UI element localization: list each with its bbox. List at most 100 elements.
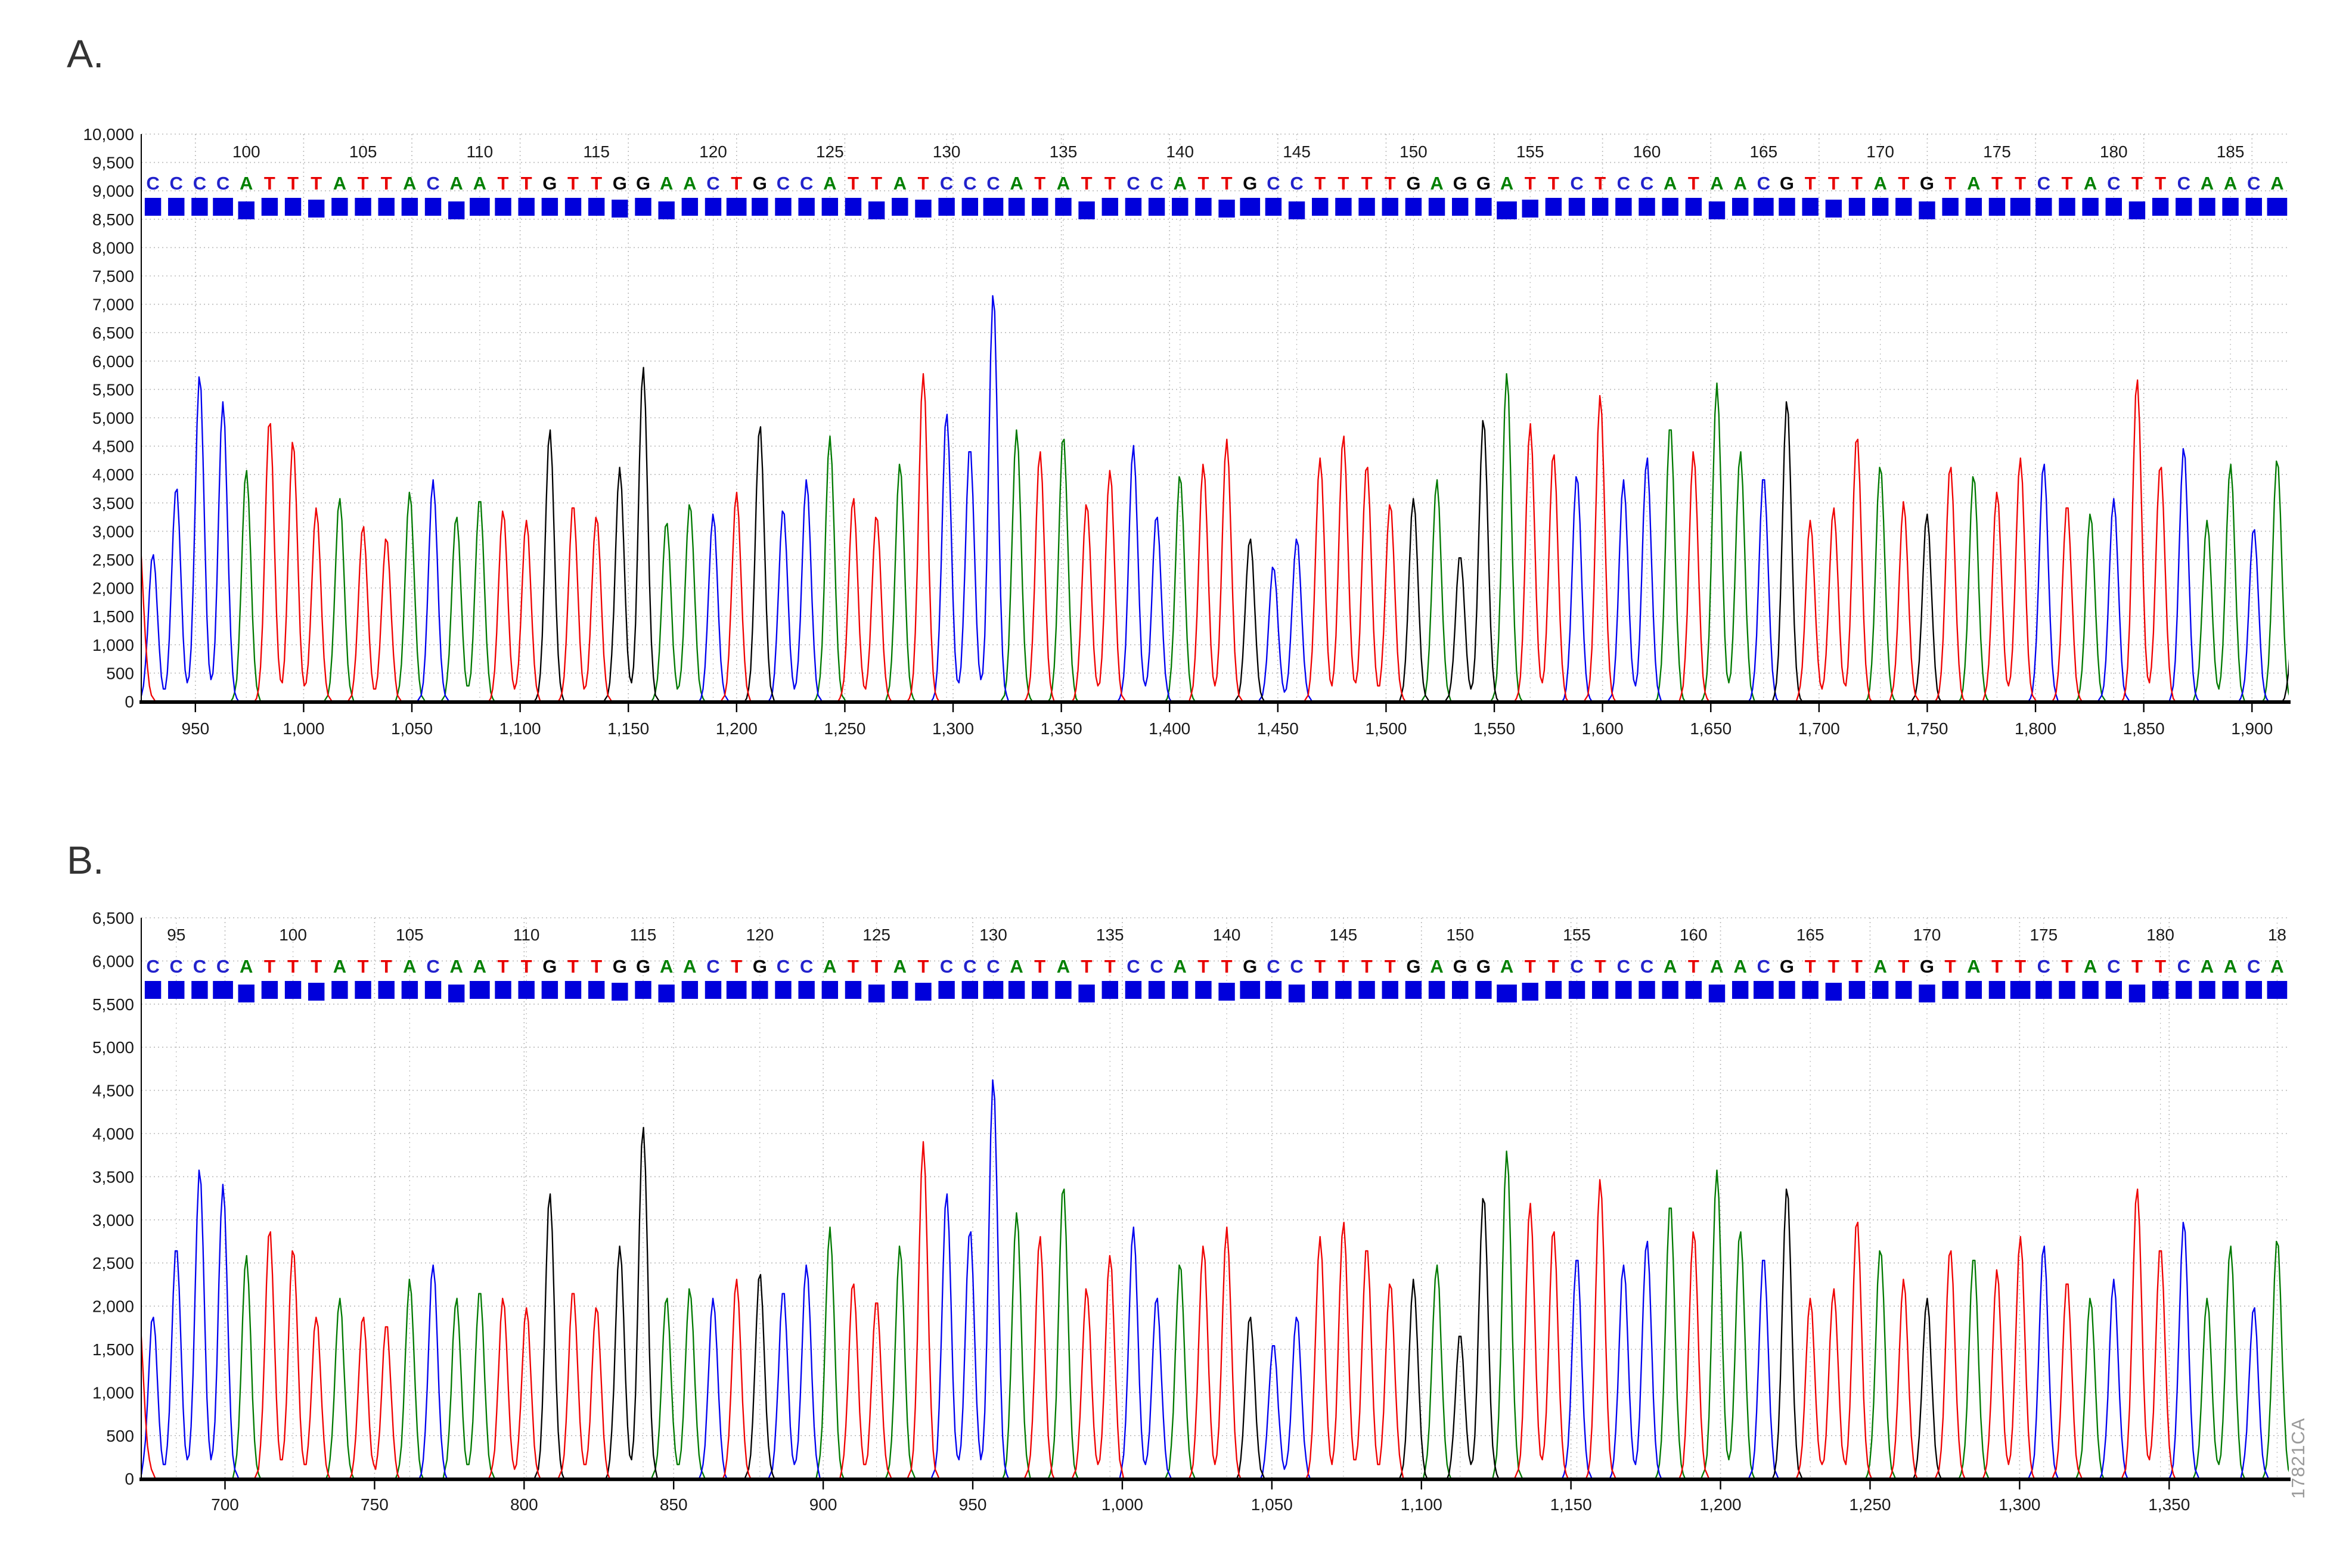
quality-bar bbox=[2176, 981, 2192, 999]
quality-bar bbox=[1568, 981, 1585, 999]
sequence-base-letter: G bbox=[753, 956, 767, 977]
quality-bar bbox=[355, 981, 371, 999]
quality-bar bbox=[1753, 981, 1774, 999]
sequence-base-letter: T bbox=[848, 956, 859, 977]
quality-bar bbox=[191, 198, 208, 216]
ruler-label: 135 bbox=[1096, 926, 1124, 944]
quality-bar bbox=[2222, 981, 2239, 999]
quality-bar bbox=[470, 981, 490, 999]
quality-bar bbox=[1475, 198, 1492, 216]
quality-bar bbox=[1872, 198, 1889, 216]
sequence-base-letter: T bbox=[1851, 956, 1863, 977]
quality-bar bbox=[1568, 198, 1585, 216]
ruler-label: 100 bbox=[232, 142, 260, 161]
sequence-base-letter: A bbox=[2201, 173, 2214, 194]
sequence-base-letter: T bbox=[311, 956, 322, 977]
quality-bar bbox=[2267, 981, 2288, 999]
sequence-base-letter: T bbox=[1081, 956, 1093, 977]
panel-a-label: A. bbox=[67, 32, 104, 76]
sequence-base-letter: G bbox=[542, 173, 557, 194]
x-tick-label: 950 bbox=[181, 719, 209, 738]
ruler-label: 155 bbox=[1516, 142, 1544, 161]
quality-bar bbox=[1101, 198, 1118, 216]
quality-bar bbox=[868, 985, 885, 1002]
quality-bar bbox=[284, 981, 302, 999]
quality-bar bbox=[2035, 981, 2052, 999]
sequence-base-letter: G bbox=[1453, 956, 1467, 977]
ruler-label: 170 bbox=[1866, 142, 1894, 161]
ruler-label: 185 bbox=[2217, 142, 2245, 161]
sequence-base-letter: C bbox=[1150, 956, 1163, 977]
sequence-base-letter: A bbox=[1010, 173, 1023, 194]
sequence-base-letter: T bbox=[1594, 173, 1606, 194]
sequence-base-letter: A bbox=[2224, 956, 2237, 977]
x-tick-label: 1,350 bbox=[1041, 719, 1082, 738]
quality-bar bbox=[1008, 198, 1025, 216]
sequence-base-letter: C bbox=[777, 956, 790, 977]
quality-bar bbox=[726, 198, 747, 216]
trace-channel-T bbox=[141, 373, 2289, 701]
ruler-label: 95 bbox=[167, 926, 185, 944]
sequence-base-letter: C bbox=[1757, 173, 1770, 194]
sequence-base-letter: A bbox=[1710, 173, 1723, 194]
sequence-base-letter: T bbox=[1361, 173, 1373, 194]
sequence-base-letter: C bbox=[2247, 956, 2260, 977]
sequence-base-letter: T bbox=[1991, 956, 2003, 977]
quality-bar bbox=[1240, 981, 1261, 999]
figure-id-watermark: 17821CA bbox=[2288, 1417, 2308, 1499]
sequence-base-letter: T bbox=[498, 173, 509, 194]
quality-bar bbox=[261, 981, 278, 999]
y-tick-label: 6,000 bbox=[92, 352, 134, 371]
quality-bar bbox=[448, 985, 465, 1002]
x-tick-label: 1,100 bbox=[1401, 1495, 1442, 1514]
quality-bar bbox=[775, 981, 792, 999]
quality-bar bbox=[1965, 981, 1982, 999]
quality-bar bbox=[213, 198, 233, 216]
quality-bar bbox=[378, 981, 395, 999]
sequence-base-letter: C bbox=[2177, 956, 2190, 977]
quality-bar bbox=[2128, 201, 2146, 219]
ruler-label: 130 bbox=[933, 142, 961, 161]
sequence-base-letter: A bbox=[2270, 956, 2283, 977]
sequence-base-letter: T bbox=[1991, 173, 2003, 194]
ruler-label: 180 bbox=[2146, 926, 2174, 944]
sequence-base-letter: G bbox=[613, 173, 627, 194]
sequence-base-letter: C bbox=[146, 173, 159, 194]
x-tick-label: 800 bbox=[510, 1495, 538, 1514]
sequence-base-letter: T bbox=[311, 173, 322, 194]
ruler-label: 160 bbox=[1680, 926, 1708, 944]
ruler-label: 170 bbox=[1913, 926, 1941, 944]
sequence-base-letter: C bbox=[963, 173, 976, 194]
x-tick-label: 1,350 bbox=[2148, 1495, 2190, 1514]
sequence-base-letter: A bbox=[240, 173, 253, 194]
sequence-base-letter: T bbox=[1525, 956, 1536, 977]
y-tick-label: 9,500 bbox=[92, 154, 134, 172]
quality-bar bbox=[868, 201, 885, 219]
sequence-base-letter: A bbox=[1430, 173, 1443, 194]
quality-bar bbox=[495, 981, 511, 999]
ruler-label: 165 bbox=[1749, 142, 1777, 161]
trace-channel-A bbox=[141, 1150, 2289, 1479]
x-tick-label: 1,200 bbox=[1700, 1495, 1742, 1514]
x-tick-label: 1,100 bbox=[499, 719, 541, 738]
sequence-base-letter: T bbox=[287, 956, 299, 977]
quality-bar bbox=[821, 198, 839, 216]
sequence-base-letter: T bbox=[2015, 956, 2026, 977]
quality-bar bbox=[1312, 198, 1329, 216]
quality-bar bbox=[2245, 981, 2262, 999]
sequence-base-letter: G bbox=[1453, 173, 1467, 194]
x-axis-baseline bbox=[139, 1477, 2291, 1482]
quality-bar bbox=[1497, 201, 1517, 219]
ruler-label: 140 bbox=[1213, 926, 1241, 944]
quality-bar bbox=[1405, 981, 1422, 999]
quality-bar bbox=[1335, 981, 1352, 999]
x-tick-label: 1,250 bbox=[1849, 1495, 1891, 1514]
sequence-base-letter: T bbox=[2061, 173, 2072, 194]
quality-bar bbox=[2199, 198, 2215, 216]
quality-bar bbox=[1382, 981, 1398, 999]
sequence-base-letter: A bbox=[1967, 173, 1980, 194]
quality-bar bbox=[1639, 198, 1655, 216]
ruler-label: 180 bbox=[2100, 142, 2128, 161]
trace-channel-T bbox=[141, 1141, 2289, 1479]
sequence-base-letter: T bbox=[1034, 956, 1045, 977]
